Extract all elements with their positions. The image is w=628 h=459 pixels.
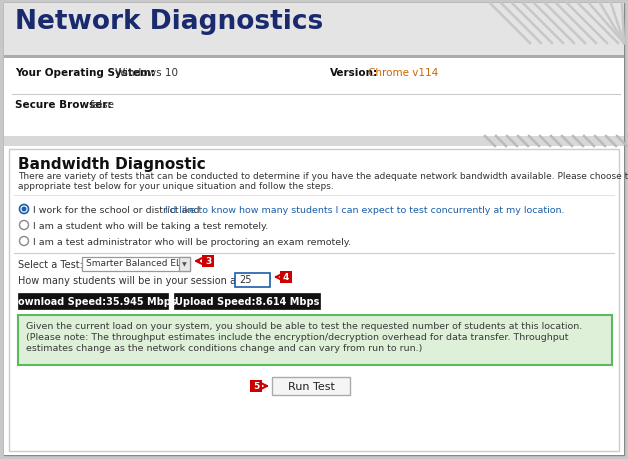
Bar xyxy=(18,315,612,365)
Text: How many students will be in your session at once?: How many students will be in your sessio… xyxy=(18,275,272,285)
Circle shape xyxy=(21,207,26,212)
Text: 4: 4 xyxy=(283,273,289,282)
Bar xyxy=(235,274,270,287)
Bar xyxy=(9,150,619,451)
Text: Download Speed:35.945 Mbps: Download Speed:35.945 Mbps xyxy=(9,297,176,306)
Text: Network Diagnostics: Network Diagnostics xyxy=(15,9,323,35)
Bar xyxy=(18,293,168,309)
Text: estimates change as the network conditions change and can vary from run to run.): estimates change as the network conditio… xyxy=(26,343,423,352)
Text: false: false xyxy=(90,100,115,110)
Bar xyxy=(4,147,624,455)
Text: ▼: ▼ xyxy=(182,262,187,267)
Circle shape xyxy=(19,221,28,230)
Bar xyxy=(4,56,624,59)
Text: Select a Test:: Select a Test: xyxy=(18,259,83,269)
Bar xyxy=(4,4,624,56)
Text: Bandwidth Diagnostic: Bandwidth Diagnostic xyxy=(18,157,206,172)
Text: Secure Browser:: Secure Browser: xyxy=(15,100,112,110)
Text: Your Operating System:: Your Operating System: xyxy=(15,68,155,78)
Text: Upload Speed:8.614 Mbps: Upload Speed:8.614 Mbps xyxy=(175,297,319,306)
Bar xyxy=(179,257,190,271)
Text: Smarter Balanced ELA: Smarter Balanced ELA xyxy=(86,259,187,268)
Bar xyxy=(4,137,624,147)
Circle shape xyxy=(19,237,28,246)
Text: 3: 3 xyxy=(205,257,211,266)
Text: (Please note: The throughput estimates include the encryption/decryption overhea: (Please note: The throughput estimates i… xyxy=(26,332,568,341)
Bar xyxy=(280,271,292,283)
Bar xyxy=(82,257,190,271)
Text: I am a student who will be taking a test remotely.: I am a student who will be taking a test… xyxy=(33,222,268,230)
Bar xyxy=(272,377,350,395)
Bar xyxy=(174,293,320,309)
Text: I work for the school or district and: I work for the school or district and xyxy=(33,206,202,214)
Bar xyxy=(250,380,262,392)
Text: 25: 25 xyxy=(239,275,251,285)
Bar xyxy=(202,256,214,268)
Circle shape xyxy=(19,205,28,214)
Text: There are variety of tests that can be conducted to determine if you have the ad: There are variety of tests that can be c… xyxy=(18,172,628,180)
Text: I'd like to know how many students I can expect to test concurrently at my locat: I'd like to know how many students I can… xyxy=(165,206,565,214)
Text: Windows 10: Windows 10 xyxy=(115,68,178,78)
Text: I am a test administrator who will be proctoring an exam remotely.: I am a test administrator who will be pr… xyxy=(33,237,351,246)
Text: Version:: Version: xyxy=(330,68,378,78)
Text: 5: 5 xyxy=(253,382,259,391)
Text: Chrome v114: Chrome v114 xyxy=(368,68,438,78)
Bar xyxy=(4,59,624,137)
Text: Run Test: Run Test xyxy=(288,381,335,391)
Text: appropriate test below for your unique situation and follow the steps.: appropriate test below for your unique s… xyxy=(18,182,333,190)
Text: Given the current load on your system, you should be able to test the requested : Given the current load on your system, y… xyxy=(26,321,582,330)
